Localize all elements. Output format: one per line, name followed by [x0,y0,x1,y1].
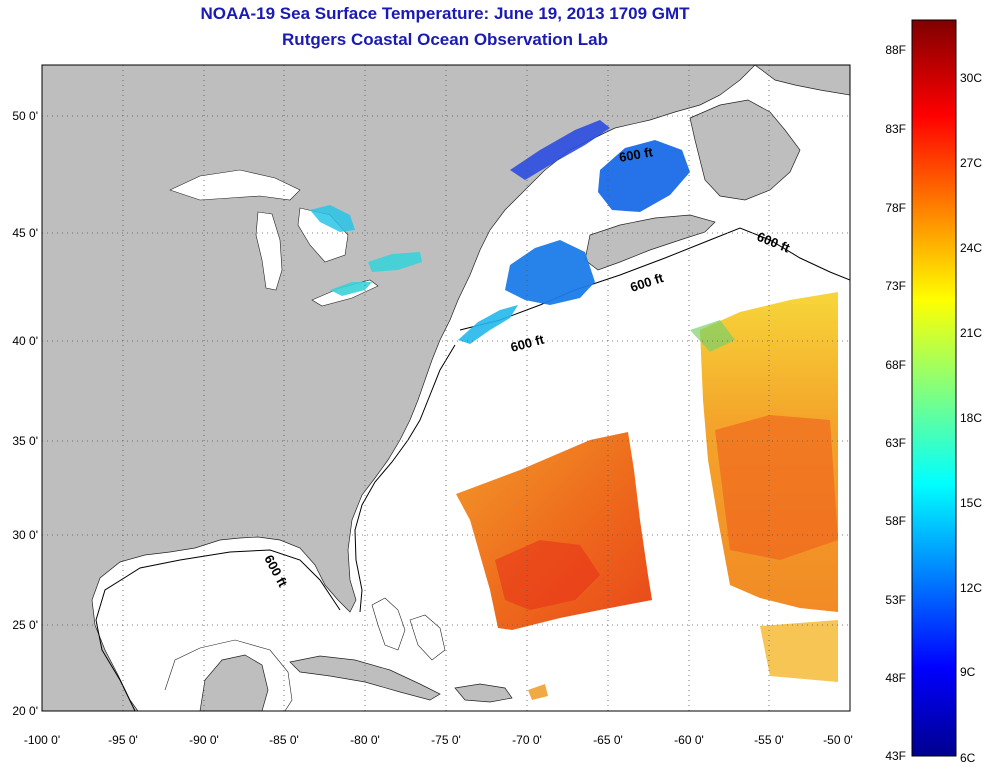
sst-lake-superior [310,205,355,232]
colorbar-f-label: 63F [885,436,906,450]
lon-tick-label: -90 0' [189,733,219,747]
colorbar-c-label: 27C [960,156,982,170]
colorbar-f-label: 53F [885,593,906,607]
colorbar-f-label: 68F [885,358,906,372]
colorbar-c-label: 6C [960,751,976,765]
bahamas-shallows [371,597,446,661]
cuba-land [289,655,441,701]
lon-tick-label: -55 0' [754,733,784,747]
isobath-600ft [95,227,850,711]
lat-tick-label: 50 0' [12,109,38,123]
lon-tick-label: -100 0' [24,733,60,747]
colorbar-f-label: 78F [885,201,906,215]
lat-tick-label: 20 0' [12,704,38,718]
coastline-detail [164,639,293,711]
colorbar-c-label: 9C [960,665,976,679]
lat-tick-label: 45 0' [12,226,38,240]
sst-eastern-south [760,620,838,682]
hispaniola-land [454,683,513,703]
lat-tick-label: 25 0' [12,618,38,632]
newfoundland-land [689,99,801,201]
sst-st-lawrence-estuary [510,120,610,180]
temperature-colorbar [911,19,957,757]
nova-scotia-land [584,214,716,271]
sst-gulf-of-maine [505,240,595,305]
colorbar-fahrenheit-labels: 88F 83F 78F 73F 68F 63F 58F 53F 48F 43F [885,43,906,763]
lon-tick-label: -95 0' [108,733,138,747]
lon-tick-label: -70 0' [512,733,542,747]
lake-michigan [255,211,283,291]
colorbar-c-label: 12C [960,581,982,595]
colorbar-f-label: 73F [885,279,906,293]
sst-shelf-cyan [458,305,518,344]
map-subtitle: Rutgers Coastal Ocean Observation Lab [282,30,608,49]
lon-tick-label: -85 0' [269,733,299,747]
sst-lake-erie-ontario [330,252,422,296]
lon-tick-label: -65 0' [593,733,623,747]
colorbar-c-label: 18C [960,411,982,425]
colorbar-celsius-labels: 30C 27C 24C 21C 18C 15C 12C 9C 6C [960,71,982,765]
sst-small-patch [528,684,548,700]
sst-sargasso-hot-core [495,540,600,610]
yucatan-land [199,654,269,711]
colorbar-c-label: 21C [960,326,982,340]
colorbar-f-label: 83F [885,122,906,136]
colorbar-f-label: 43F [885,749,906,763]
longitude-axis: -100 0' -95 0' -90 0' -85 0' -80 0' -75 … [24,733,853,747]
lake-superior [169,169,301,201]
map-title: NOAA-19 Sea Surface Temperature: June 19… [200,4,690,23]
lon-tick-label: -50 0' [823,733,853,747]
map-frame [41,64,851,712]
lon-tick-label: -80 0' [350,733,380,747]
colorbar-f-label: 88F [885,43,906,57]
sst-eastern-red-core [715,415,838,560]
colorbar-f-label: 58F [885,514,906,528]
colorbar-f-label: 48F [885,671,906,685]
sst-cold-eddy [690,320,735,352]
colorbar-c-label: 15C [960,496,982,510]
labrador-land [754,65,850,96]
isobath-label: 600 ft [618,144,655,165]
lat-tick-label: 40 0' [12,334,38,348]
lat-tick-label: 30 0' [12,528,38,542]
colorbar-c-label: 24C [960,241,982,255]
colorbar-c-label: 30C [960,71,982,85]
sst-gulf-st-lawrence [598,140,690,212]
lon-tick-label: -75 0' [431,733,461,747]
latitude-axis: 20 0' 25 0' 30 0' 35 0' 40 0' 45 0' 50 0… [12,109,38,718]
lon-tick-label: -60 0' [674,733,704,747]
lat-tick-label: 35 0' [12,434,38,448]
